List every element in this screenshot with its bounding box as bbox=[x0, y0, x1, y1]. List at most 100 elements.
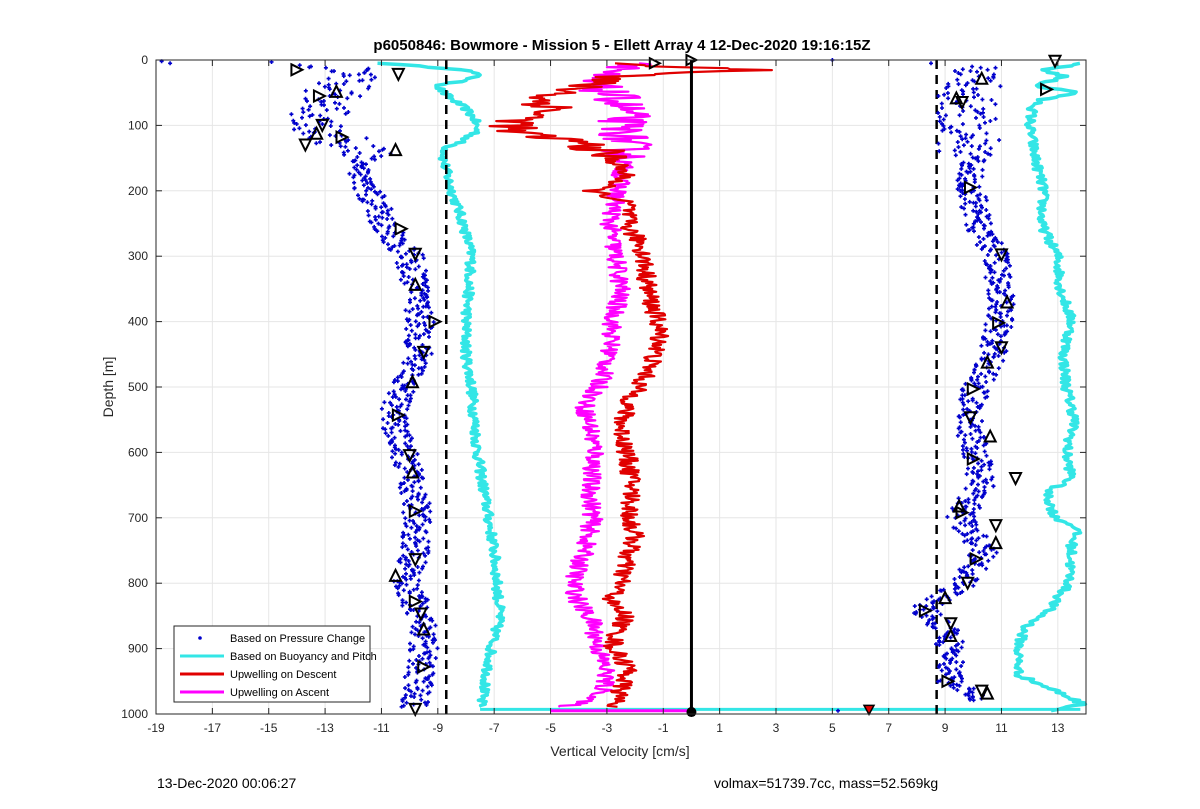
pressure-change-point bbox=[954, 526, 959, 531]
pressure-change-point bbox=[371, 144, 376, 149]
triangle-marker bbox=[408, 553, 423, 568]
pressure-change-point bbox=[952, 675, 957, 680]
pressure-change-point bbox=[959, 645, 964, 650]
pressure-change-point bbox=[959, 679, 964, 684]
pressure-change-point bbox=[396, 447, 401, 452]
pressure-change-point bbox=[407, 591, 412, 596]
pressure-change-point bbox=[426, 656, 431, 661]
pressure-change-point bbox=[979, 343, 984, 348]
pressure-change-point bbox=[983, 195, 988, 200]
pressure-change-point bbox=[951, 525, 956, 530]
triangle-marker bbox=[969, 551, 984, 567]
pressure-change-point bbox=[420, 252, 425, 257]
pressure-change-point bbox=[404, 265, 409, 270]
pressure-change-point bbox=[358, 172, 363, 177]
pressure-change-point bbox=[413, 680, 418, 685]
pressure-change-point bbox=[352, 186, 357, 191]
pressure-change-point bbox=[1011, 302, 1016, 307]
pressure-change-point bbox=[971, 470, 976, 475]
pressure-change-point bbox=[973, 543, 978, 547]
pressure-change-point bbox=[954, 660, 959, 665]
pressure-change-point bbox=[414, 524, 419, 529]
pressure-change-point bbox=[399, 387, 403, 392]
pressure-change-point bbox=[921, 607, 926, 612]
pressure-change-point bbox=[1004, 300, 1009, 305]
pressure-change-point bbox=[966, 399, 971, 404]
pressure-change-point bbox=[300, 106, 305, 111]
pressure-change-point bbox=[958, 189, 963, 193]
pressure-change-point bbox=[975, 109, 980, 114]
pressure-change-point bbox=[956, 585, 961, 590]
pressure-change-point bbox=[383, 431, 388, 436]
pressure-change-point bbox=[369, 202, 374, 207]
x-tick-label: -7 bbox=[489, 721, 500, 735]
pressure-change-point bbox=[429, 683, 434, 688]
pressure-change-point bbox=[1001, 358, 1006, 363]
triangle-marker bbox=[329, 83, 344, 98]
pressure-change-point bbox=[412, 573, 417, 578]
pressure-change-point bbox=[958, 72, 963, 77]
pressure-change-point bbox=[995, 240, 1000, 245]
plot-area: -19 -17 -15 -13 -11 -9 -7 -5 -3 -1 1 3 5 7 9 11 13010020… bbox=[121, 53, 1088, 735]
pressure-change-point bbox=[985, 262, 990, 267]
pressure-change-point bbox=[420, 566, 425, 571]
pressure-change-point bbox=[411, 587, 416, 592]
pressure-change-point bbox=[305, 99, 309, 104]
pressure-change-point bbox=[346, 110, 351, 114]
pressure-change-point bbox=[402, 419, 407, 424]
pressure-change-point bbox=[996, 353, 1001, 358]
pressure-change-point bbox=[318, 140, 322, 145]
pressure-change-point bbox=[352, 165, 357, 170]
pressure-change-point bbox=[407, 433, 412, 438]
pressure-change-point bbox=[381, 426, 385, 431]
pressure-change-point bbox=[977, 198, 982, 203]
pressure-change-point bbox=[415, 628, 420, 633]
pressure-change-point bbox=[977, 406, 982, 411]
pressure-change-point bbox=[405, 611, 410, 616]
pressure-change-point bbox=[407, 309, 412, 314]
pressure-change-point bbox=[972, 501, 977, 506]
pressure-change-point bbox=[421, 679, 426, 684]
pressure-change-point bbox=[961, 402, 966, 407]
pressure-change-point bbox=[980, 495, 984, 500]
pressure-change-point bbox=[961, 660, 965, 665]
pressure-change-point bbox=[997, 279, 1002, 284]
pressure-change-point bbox=[969, 537, 974, 542]
pressure-change-point bbox=[958, 149, 963, 154]
pressure-change-point bbox=[364, 162, 368, 167]
pressure-change-point bbox=[935, 609, 940, 614]
pressure-change-point bbox=[939, 101, 944, 106]
pressure-change-point bbox=[988, 248, 992, 253]
pressure-change-point bbox=[423, 514, 428, 519]
pressure-change-point bbox=[400, 263, 404, 268]
pressure-change-point bbox=[389, 403, 394, 408]
pressure-change-point bbox=[361, 166, 366, 171]
pressure-change-point bbox=[968, 169, 973, 174]
pressure-change-point bbox=[999, 241, 1004, 246]
pressure-change-point bbox=[406, 564, 411, 569]
pressure-change-point bbox=[413, 336, 418, 341]
pressure-change-point bbox=[424, 546, 429, 551]
pressure-change-point bbox=[433, 623, 438, 628]
triangle-marker bbox=[988, 534, 1003, 550]
pressure-change-point bbox=[377, 149, 381, 154]
pressure-change-point bbox=[937, 149, 942, 154]
pressure-change-point bbox=[949, 658, 954, 663]
pressure-change-point bbox=[952, 586, 957, 591]
pressure-change-point bbox=[417, 539, 422, 544]
pressure-change-point bbox=[400, 371, 405, 375]
pressure-change-point bbox=[427, 660, 432, 665]
triangle-marker bbox=[1040, 82, 1055, 97]
pressure-change-point bbox=[941, 640, 946, 645]
pressure-change-point bbox=[419, 697, 424, 702]
pressure-change-point bbox=[343, 111, 348, 116]
triangle-marker bbox=[416, 345, 431, 361]
pressure-change-point bbox=[929, 61, 933, 66]
pressure-change-point bbox=[397, 461, 402, 466]
pressure-change-point bbox=[297, 63, 302, 68]
pressure-change-point bbox=[369, 156, 374, 161]
ticks: -19 -17 -15 -13 -11 -9 -7 -5 -3 -1 1 3 5 7 9 11 13010020… bbox=[121, 53, 1086, 735]
pressure-change-point bbox=[426, 539, 431, 544]
pressure-change-point bbox=[968, 104, 973, 109]
pressure-change-point bbox=[406, 338, 411, 343]
